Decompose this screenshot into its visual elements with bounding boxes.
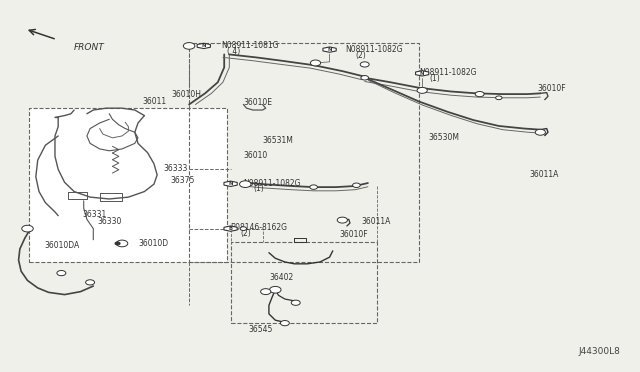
Text: N08911-1082G: N08911-1082G [243,179,301,187]
Text: 36011A: 36011A [362,217,391,226]
Text: 36010: 36010 [243,151,268,160]
Text: 36010D: 36010D [138,239,168,248]
Circle shape [495,96,502,100]
FancyBboxPatch shape [29,108,227,262]
Circle shape [57,270,66,276]
Text: N: N [228,181,233,186]
Text: 36531M: 36531M [262,135,293,145]
Circle shape [310,60,321,66]
Circle shape [280,321,289,326]
Text: 36010F: 36010F [537,84,566,93]
Text: N08911-1082G: N08911-1082G [419,68,477,77]
Polygon shape [224,181,237,186]
Circle shape [22,225,33,232]
Text: J44300L8: J44300L8 [579,347,620,356]
Circle shape [360,62,369,67]
Circle shape [353,183,360,187]
Text: 36330: 36330 [98,217,122,226]
Polygon shape [224,226,237,231]
Polygon shape [415,71,429,76]
Circle shape [116,240,128,247]
Polygon shape [197,43,211,49]
Text: 36375: 36375 [170,176,195,185]
Text: 36010H: 36010H [172,90,202,99]
Circle shape [337,217,348,223]
Text: N: N [420,71,424,76]
Text: (1): (1) [430,74,440,83]
Circle shape [361,76,369,80]
Text: B: B [228,226,232,231]
Circle shape [310,185,317,189]
Text: ( 4): ( 4) [227,47,241,56]
Circle shape [475,92,484,97]
Circle shape [535,129,545,135]
Text: 36010DA: 36010DA [44,241,79,250]
Text: 36011: 36011 [143,97,166,106]
Text: 36011A: 36011A [529,170,559,179]
Circle shape [291,300,300,305]
Text: N08911-1082G: N08911-1082G [346,45,403,54]
Circle shape [260,289,271,295]
Text: N08911-1081G: N08911-1081G [221,41,278,51]
Text: N: N [202,44,206,48]
Circle shape [239,181,251,187]
Text: (2): (2) [355,51,366,60]
Text: 36331: 36331 [83,210,107,219]
Text: 36530M: 36530M [429,133,460,142]
Circle shape [417,87,428,93]
Circle shape [115,242,120,245]
Polygon shape [323,47,336,52]
Text: (1): (1) [253,185,264,193]
Text: N: N [327,47,332,52]
Text: FRONT: FRONT [74,43,105,52]
Text: 36010E: 36010E [243,98,273,107]
Text: 36545: 36545 [248,325,273,334]
Text: (2): (2) [240,228,251,238]
Text: 36333: 36333 [164,164,188,173]
Circle shape [86,280,95,285]
Text: 36010F: 36010F [339,230,368,240]
Text: B08146-8162G: B08146-8162G [230,223,287,232]
Circle shape [240,227,246,231]
Circle shape [269,286,281,293]
Circle shape [183,42,195,49]
Text: 36402: 36402 [269,273,293,282]
